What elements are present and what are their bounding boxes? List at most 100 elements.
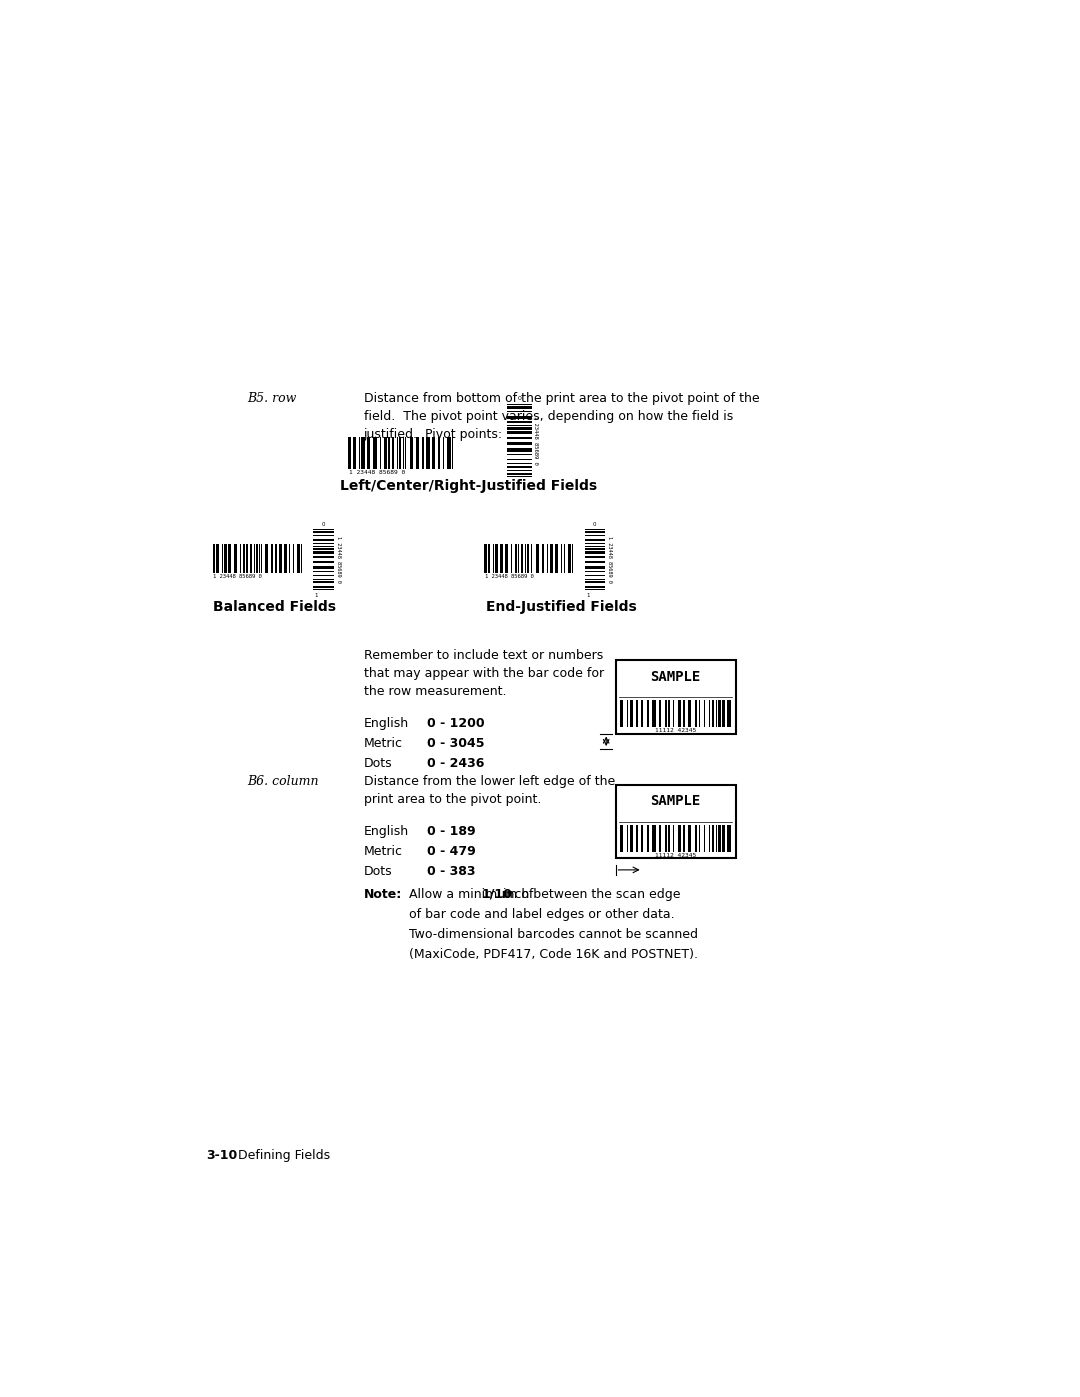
Bar: [555, 545, 558, 573]
Bar: [673, 700, 674, 728]
Bar: [500, 545, 502, 573]
Bar: [620, 700, 623, 728]
Text: English: English: [364, 826, 408, 838]
Bar: [409, 437, 414, 469]
Bar: [271, 545, 272, 573]
Bar: [507, 465, 531, 468]
Bar: [688, 700, 691, 728]
Text: Dots: Dots: [364, 757, 392, 770]
Bar: [313, 587, 334, 588]
Bar: [313, 539, 334, 542]
Text: 1/10: 1/10: [482, 887, 512, 901]
Bar: [507, 472, 531, 475]
Bar: [704, 826, 705, 852]
Bar: [718, 700, 720, 728]
Bar: [507, 416, 531, 419]
Text: 0: 0: [322, 522, 325, 527]
Bar: [507, 443, 531, 444]
Bar: [620, 826, 623, 852]
Bar: [537, 545, 539, 573]
Text: Dots: Dots: [364, 865, 392, 879]
Bar: [584, 587, 606, 588]
Text: B6. column: B6. column: [247, 775, 319, 788]
Bar: [432, 437, 435, 469]
Bar: [636, 826, 638, 852]
Text: 0 - 189: 0 - 189: [428, 826, 476, 838]
Bar: [484, 545, 487, 573]
Text: 1 23448 85689 0: 1 23448 85689 0: [485, 574, 534, 580]
Text: 0 - 1200: 0 - 1200: [428, 717, 485, 729]
Bar: [384, 437, 387, 469]
Text: of bar code and label edges or other data.: of bar code and label edges or other dat…: [408, 908, 674, 921]
Bar: [684, 826, 685, 852]
Bar: [647, 826, 648, 852]
Bar: [652, 826, 657, 852]
Text: 0: 0: [593, 522, 596, 527]
Text: End-Justified Fields: End-Justified Fields: [486, 601, 636, 615]
Bar: [348, 437, 351, 469]
Text: Left/Center/Right-Justified Fields: Left/Center/Right-Justified Fields: [340, 479, 597, 493]
Text: inch between the scan edge: inch between the scan edge: [499, 887, 680, 901]
Bar: [636, 700, 638, 728]
Bar: [392, 437, 394, 469]
Text: 1 23448 85689 0: 1 23448 85689 0: [534, 416, 538, 465]
Bar: [213, 545, 215, 573]
Text: Metric: Metric: [364, 845, 403, 858]
Text: 0 - 383: 0 - 383: [428, 865, 475, 879]
Bar: [667, 700, 671, 728]
Bar: [699, 826, 700, 852]
Bar: [712, 700, 714, 728]
Bar: [507, 427, 531, 429]
Bar: [551, 545, 553, 573]
Bar: [224, 545, 227, 573]
Bar: [427, 437, 430, 469]
Bar: [546, 545, 549, 573]
Text: 3-10: 3-10: [206, 1150, 238, 1162]
Bar: [716, 826, 717, 852]
Text: 11112 42345: 11112 42345: [654, 728, 697, 733]
Bar: [256, 545, 257, 573]
Text: Remember to include text or numbers
that may appear with the bar code for
the ro: Remember to include text or numbers that…: [364, 648, 604, 698]
Bar: [699, 700, 700, 728]
Bar: [362, 437, 365, 469]
Bar: [251, 545, 252, 573]
Bar: [360, 437, 361, 469]
Bar: [495, 545, 498, 573]
Bar: [279, 545, 282, 573]
Bar: [265, 545, 268, 573]
Bar: [584, 562, 606, 563]
Text: 1 23448 85689 0: 1 23448 85689 0: [213, 574, 262, 580]
Bar: [678, 700, 680, 728]
Bar: [405, 437, 406, 469]
Text: Two-dimensional barcodes cannot be scanned: Two-dimensional barcodes cannot be scann…: [408, 928, 698, 940]
Bar: [507, 448, 531, 451]
Bar: [417, 437, 419, 469]
Text: 11112 42345: 11112 42345: [654, 854, 697, 858]
Bar: [243, 545, 245, 573]
Text: Metric: Metric: [364, 736, 403, 750]
Text: (MaxiCode, PDF417, Code 16K and POSTNET).: (MaxiCode, PDF417, Code 16K and POSTNET)…: [408, 947, 698, 961]
Bar: [584, 556, 606, 559]
Bar: [721, 826, 725, 852]
Bar: [626, 700, 627, 728]
Bar: [665, 826, 666, 852]
Bar: [284, 545, 286, 573]
Bar: [451, 437, 453, 469]
Text: 1: 1: [586, 594, 590, 598]
Bar: [673, 826, 674, 852]
Bar: [515, 545, 516, 573]
Bar: [403, 437, 404, 469]
Bar: [652, 700, 657, 728]
Bar: [616, 661, 735, 733]
Bar: [694, 700, 698, 728]
Bar: [374, 437, 377, 469]
Bar: [631, 700, 633, 728]
Text: 0: 0: [517, 395, 522, 401]
Bar: [584, 566, 606, 569]
Bar: [584, 531, 606, 532]
Bar: [659, 826, 661, 852]
Bar: [631, 826, 633, 852]
Bar: [616, 785, 735, 858]
Bar: [234, 545, 237, 573]
Text: Distance from bottom of the print area to the pivot point of the
field.  The piv: Distance from bottom of the print area t…: [364, 393, 759, 441]
